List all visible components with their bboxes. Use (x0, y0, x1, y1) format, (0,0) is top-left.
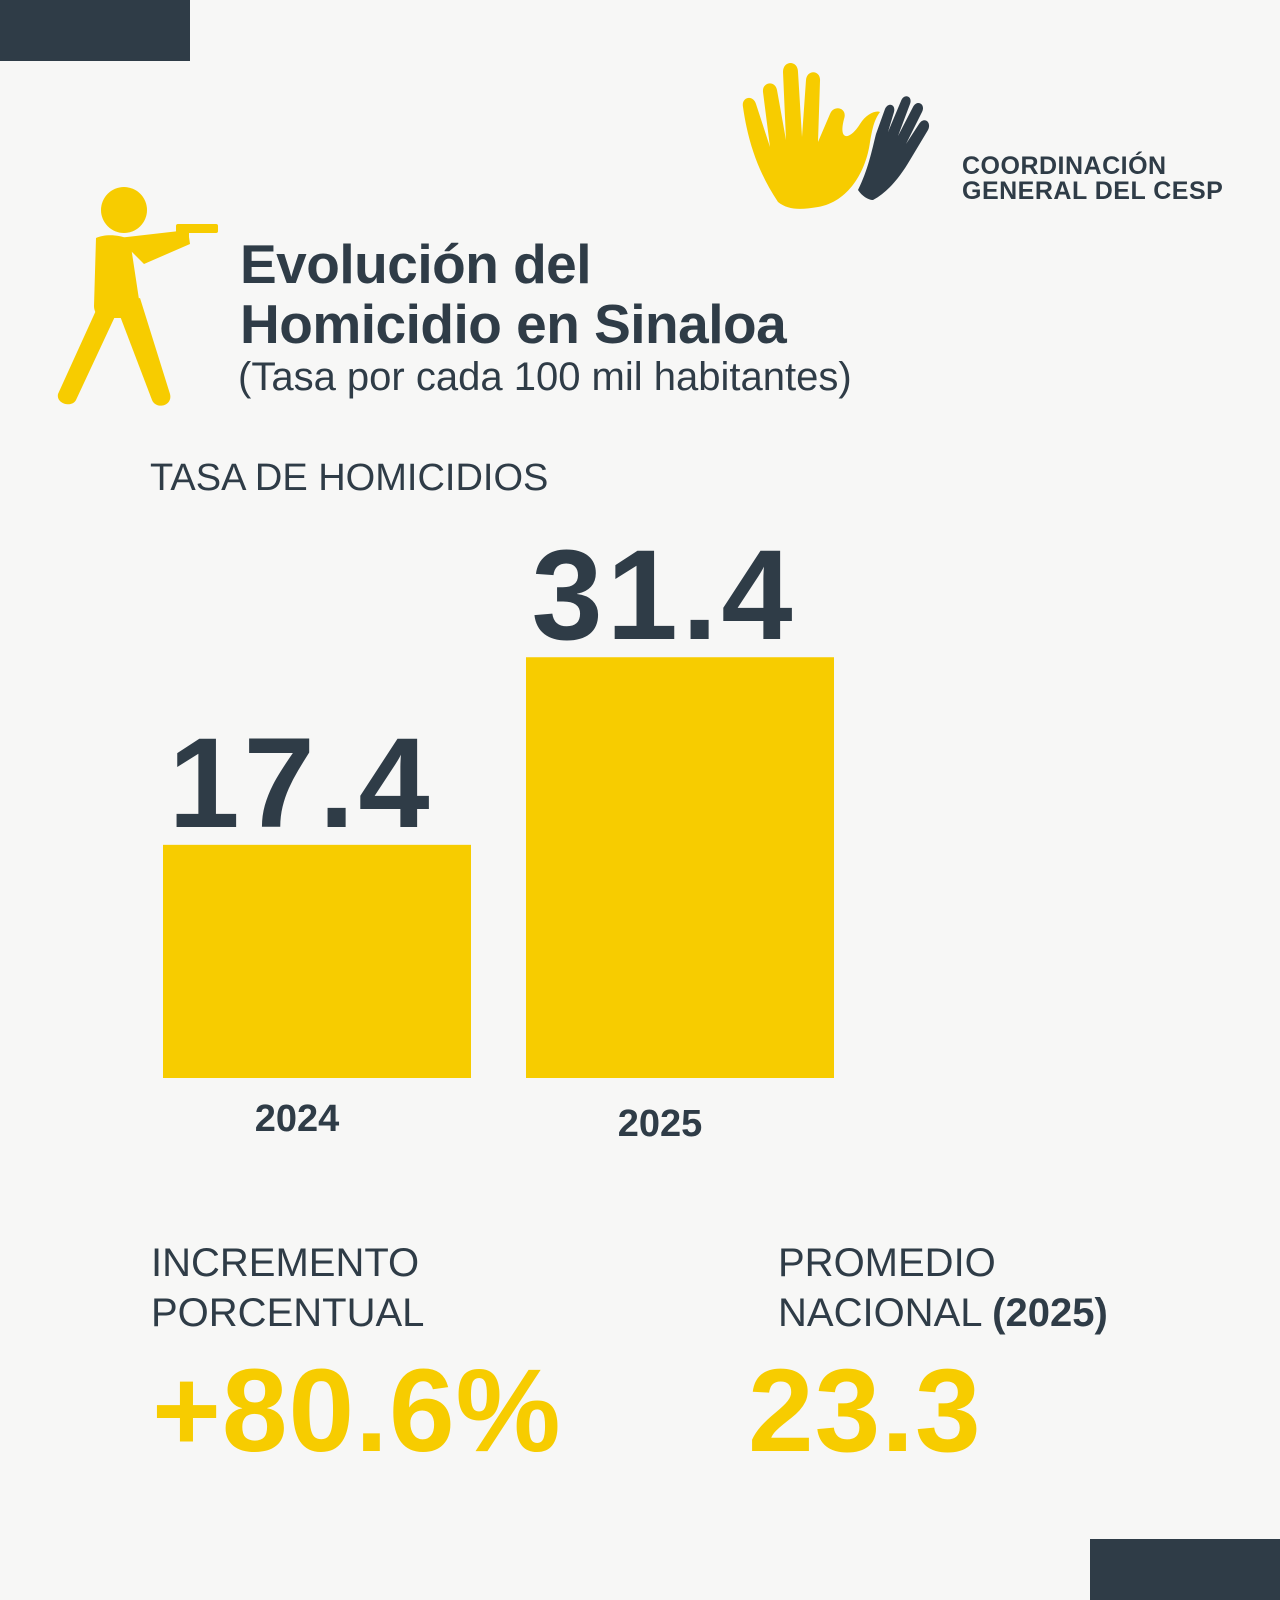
logo-name-line2: GENERAL DEL CESP (962, 177, 1224, 205)
logo-text: COORDINACIÓN GENERAL DEL CESP (962, 154, 1223, 204)
national-average-label: PROMEDIO NACIONAL (2025) (778, 1238, 1108, 1338)
increase-label-line2: PORCENTUAL (151, 1291, 425, 1335)
title-line1: Evolución del (240, 233, 592, 295)
page-title: Evolución del Homicidio en Sinaloa (240, 233, 787, 355)
increase-value: +80.6% (152, 1345, 562, 1477)
category-label-2024: 2024 (255, 1098, 340, 1140)
bar-chart: 17.4 2024 31.4 2025 (163, 524, 834, 1145)
national-average-value: 23.3 (748, 1345, 982, 1477)
national-label-line2: NACIONAL (2025) (778, 1288, 1108, 1338)
bar-2024 (163, 844, 471, 1078)
chart-title: TASA DE HOMICIDIOS (150, 457, 549, 499)
hands-dove-icon (742, 63, 930, 209)
shooter-icon (57, 187, 218, 406)
corner-block-top-left (0, 0, 190, 61)
category-label-2025: 2025 (618, 1103, 703, 1145)
data-label-2025: 31.4 (531, 524, 796, 667)
logo-name-line1: COORDINACIÓN (962, 152, 1167, 180)
bar-2025 (526, 657, 834, 1078)
increase-label-line1: INCREMENTO (151, 1241, 420, 1285)
corner-block-bottom-right (1090, 1539, 1280, 1600)
increase-label: INCREMENTO PORCENTUAL (151, 1238, 424, 1338)
cesp-logo: COORDINACIÓN GENERAL DEL CESP (738, 52, 1268, 222)
national-label-year: (2025) (992, 1291, 1108, 1335)
national-label-word: NACIONAL (778, 1291, 982, 1335)
national-label-line1: PROMEDIO (778, 1241, 996, 1285)
data-label-2024: 17.4 (168, 712, 433, 855)
page-subtitle: (Tasa por cada 100 mil habitantes) (238, 355, 852, 399)
title-line2: Homicidio en Sinaloa (240, 293, 787, 355)
